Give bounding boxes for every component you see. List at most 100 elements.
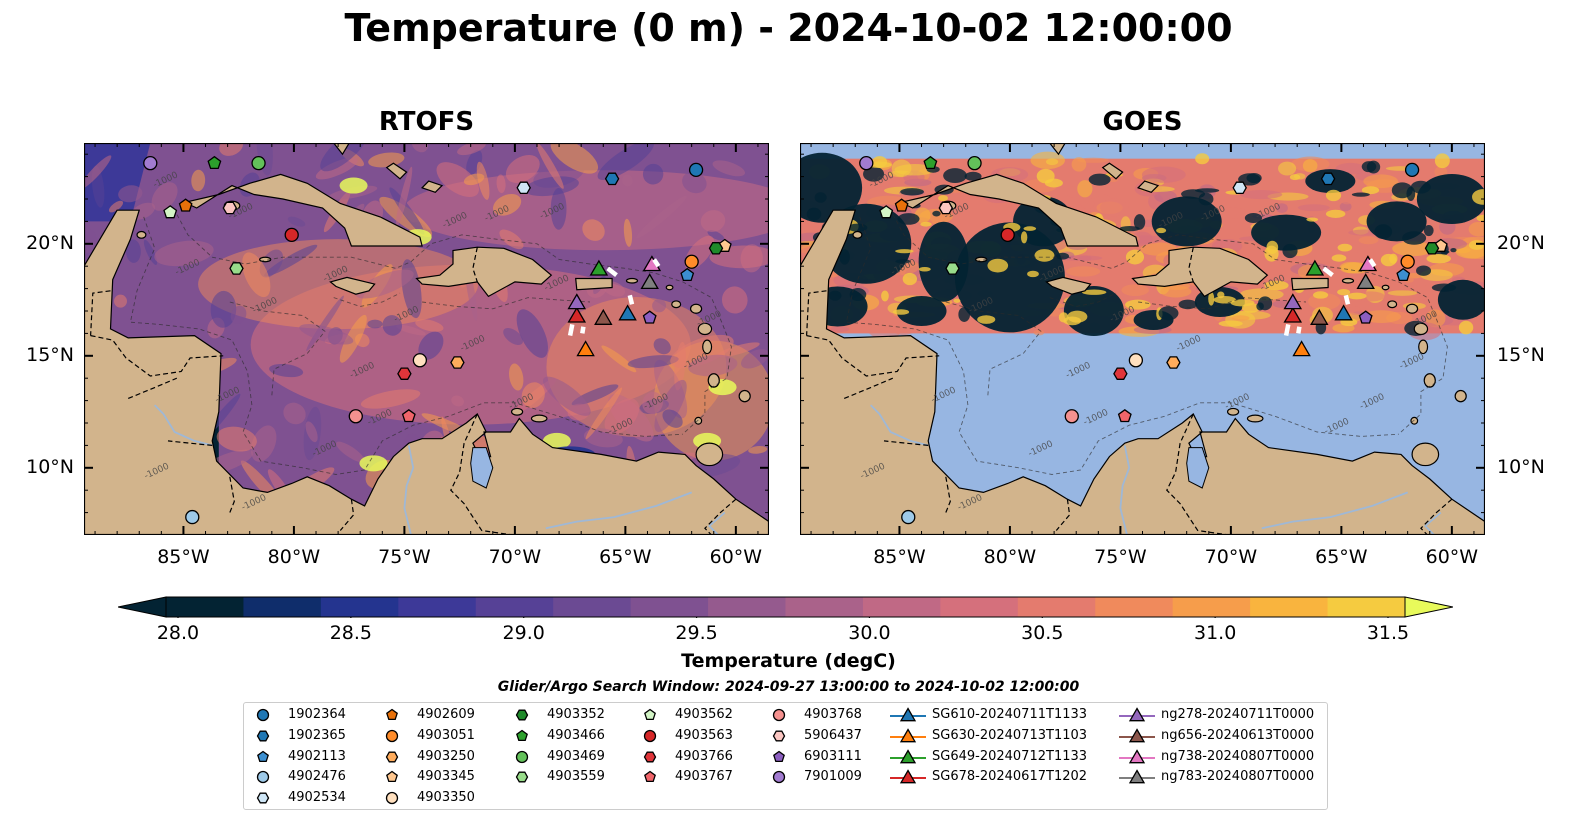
goes-island: [1454, 389, 1467, 403]
colorbar-segment: [1250, 597, 1329, 617]
rtofs-island: [510, 407, 524, 416]
goes-country-border: [1166, 413, 1229, 535]
legend-marker: [643, 751, 657, 763]
goes-landmass-mainland: [800, 143, 1485, 535]
rtofs-contour-1000m: [129, 216, 683, 475]
legend-marker-shape: [899, 748, 917, 763]
goes-argo-float-4903767: [1117, 408, 1132, 423]
lon-tick-label: 85°W: [157, 546, 210, 568]
legend-marker: [385, 792, 399, 805]
goes-river: [1261, 491, 1409, 530]
goes-landmass-cuba: [898, 173, 1139, 247]
goes-country-border: [806, 335, 940, 377]
rtofs-island: [697, 322, 713, 336]
rtofs-river: [403, 445, 415, 535]
colorbar-tick-label: 30.5: [1021, 622, 1064, 644]
legend-label: 4903250: [417, 748, 475, 764]
rtofs-country-border: [450, 413, 513, 535]
panel-title-rtofs: RTOFS: [378, 107, 475, 137]
rtofs-contour-1000m: [174, 209, 591, 269]
colorbar-extend-max: [1404, 596, 1453, 618]
legend-marker: [515, 709, 529, 721]
legend-marker: [256, 771, 270, 784]
goes-island: [1410, 416, 1419, 425]
goes-contour-1000m: [1138, 297, 1307, 310]
goes-river: [870, 404, 929, 447]
legend-marker-shape: [772, 771, 786, 784]
rtofs-argo-float-4902113: [680, 267, 695, 282]
lat-tick-label: 10°N: [1497, 455, 1545, 478]
rtofs-landmass-hispaniola: [415, 246, 553, 298]
goes-observations: [859, 155, 1448, 525]
goes-argo-float-4903563: [1000, 227, 1015, 242]
goes-island: [1411, 442, 1440, 467]
legend-label: 4903350: [417, 790, 475, 806]
rtofs-glider-track: [606, 266, 618, 277]
lat-tick-label: 10°N: [26, 455, 74, 478]
legend-marker: [385, 751, 399, 763]
goes-argo-float-1902364: [1404, 162, 1420, 178]
legend-label: 4903766: [675, 748, 733, 764]
legend-marker-shape: [773, 750, 785, 762]
goes-landmass-bahamas3: [1137, 180, 1160, 193]
rtofs-argo-float-4903469: [251, 156, 266, 171]
map-panel-rtofs: -1000-1000-1000-1000-1000-1000-1000-1000…: [84, 143, 769, 535]
lon-tick-label: 80°W: [267, 546, 321, 568]
goes-river: [1119, 445, 1131, 535]
legend-label: 4903466: [547, 727, 605, 743]
goes-glider-track: [1283, 323, 1291, 337]
goes-glider-SG610-20240711T1133: [1334, 304, 1353, 321]
rtofs-argo-float-4903051: [684, 254, 699, 269]
rtofs-glider-ng783-20240807T0000: [640, 273, 659, 290]
goes-country-border: [1420, 498, 1453, 535]
rtofs-landmass-cuba: [182, 173, 423, 247]
legend-label: SG610-20240711T1133: [932, 707, 1088, 722]
goes-contour-1000m: [845, 216, 1399, 475]
goes-argo-float-4903559: [945, 262, 960, 275]
rtofs-river: [545, 491, 693, 530]
legend-marker-shape: [643, 751, 657, 763]
legend-label: 4903562: [675, 707, 733, 722]
goes-contour-1000m: [890, 209, 1307, 269]
goes-argo-float-4902534: [1232, 181, 1247, 195]
legend-marker: [890, 748, 926, 763]
rtofs-argo-float-4902534: [516, 181, 531, 195]
legend-label: 4903051: [417, 727, 475, 743]
goes-data-band: [800, 151, 1485, 341]
lon-tick-label: 80°W: [983, 546, 1037, 568]
legend-marker: [256, 730, 270, 742]
goes-landmass-hispaniola: [1131, 246, 1269, 298]
legend-label: 4902113: [288, 748, 346, 764]
rtofs-glider-SG649-20240712T1133: [589, 259, 609, 276]
goes-argo-float-4903766: [1113, 367, 1128, 380]
figure-title: Temperature (0 m) - 2024-10-02 12:00:00: [344, 6, 1233, 50]
legend-marker: [890, 769, 926, 784]
rtofs-island: [530, 414, 548, 423]
legend-label: ng738-20240807T0000: [1161, 748, 1315, 764]
rtofs-landmass-puertorico: [575, 277, 613, 291]
legend-marker: [515, 771, 529, 783]
colorbar-extend-min: [118, 596, 167, 618]
rtofs-argo-float-1902364: [688, 162, 704, 178]
rtofs-island: [136, 230, 147, 239]
goes-glider-SG649-20240712T1133: [1305, 259, 1325, 276]
rtofs-river: [154, 404, 213, 447]
legend-marker-shape: [385, 751, 399, 763]
rtofs-argo-float-6903111: [642, 310, 657, 324]
goes-argo-float-4903562: [879, 205, 894, 219]
goes-landmass-bahamas1: [1048, 143, 1066, 156]
legend-marker-shape: [256, 771, 270, 784]
legend-marker-shape: [256, 792, 270, 804]
legend-marker: [1119, 769, 1155, 784]
legend-marker-shape: [515, 750, 529, 763]
rtofs-glider-SG630-20240713T1103: [576, 340, 595, 357]
legend-marker-shape: [515, 709, 529, 721]
lat-tick-label: 15°N: [1497, 343, 1545, 366]
legend-marker: [386, 771, 398, 783]
rtofs-landmass-mainland: [84, 143, 769, 535]
goes-landmass-bahamas2: [1101, 162, 1124, 180]
colorbar-tick-label: 28.0: [156, 622, 200, 644]
goes-island: [1341, 277, 1355, 284]
legend-marker: [257, 750, 269, 762]
legend-marker-shape: [386, 708, 398, 721]
